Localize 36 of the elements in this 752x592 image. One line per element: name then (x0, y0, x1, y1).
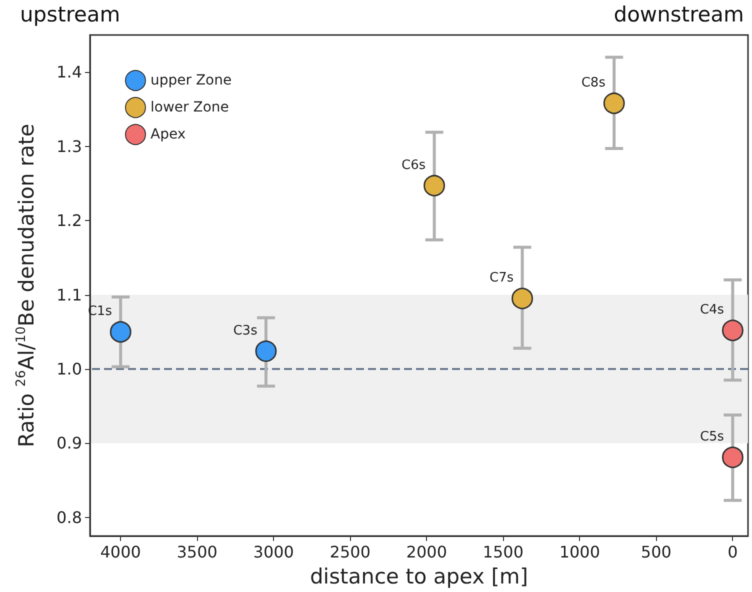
legend-label: Apex (150, 126, 186, 142)
y-axis-title: Ratio 26Al/10Be denudation rate (14, 124, 38, 448)
y-tick-label: 0.9 (56, 434, 82, 453)
x-axis-title: distance to apex [m] (310, 564, 528, 588)
text: upstream (20, 2, 120, 26)
legend-label: upper Zone (150, 72, 232, 88)
data-label: C4s (700, 302, 724, 318)
y-tick-label: 1.3 (56, 136, 82, 156)
y-tick-label: 0.8 (56, 508, 82, 527)
x-tick-label: 500 (640, 542, 672, 562)
data-label: C7s (490, 270, 514, 286)
data-label: C8s (581, 76, 606, 91)
x-tick-label: 2000 (406, 542, 448, 562)
point (603, 92, 625, 114)
x-tick-label: 1500 (482, 542, 524, 562)
point (722, 446, 744, 468)
y-tick-label: 1.0 (56, 360, 82, 378)
x-tick-label: 1000 (559, 542, 600, 562)
point (512, 288, 534, 310)
data-label: C5s (700, 430, 724, 445)
x-tick-label: 4000 (100, 542, 141, 562)
y-tick-label: 1.2 (56, 211, 82, 230)
point (424, 174, 446, 196)
x-tick-label: 3500 (176, 542, 218, 562)
data-label: C3s (233, 323, 258, 338)
text: downstream (614, 2, 744, 26)
y-tick-label: 1.1 (56, 285, 82, 304)
x-tick-label: 0 (728, 542, 738, 562)
data-label: C6s (402, 158, 426, 173)
y-tick-label: 1.4 (56, 62, 82, 82)
legend-label: lower Zone (150, 100, 229, 116)
point (255, 340, 277, 362)
x-tick-label: 2500 (330, 542, 370, 562)
point (722, 320, 744, 342)
point (110, 321, 132, 343)
x-tick-label: 3000 (253, 542, 294, 562)
